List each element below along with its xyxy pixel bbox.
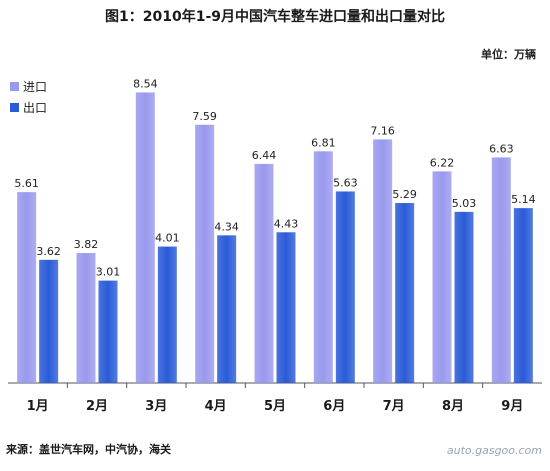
chart-title: 图1：2010年1-9月中国汽车整车进口量和出口量对比 <box>105 9 445 25</box>
legend-label-import: 进口 <box>23 80 48 94</box>
data-label-export-6: 5.63 <box>333 176 358 189</box>
bar-export-7 <box>395 203 415 383</box>
data-label-import-7: 7.16 <box>370 124 395 137</box>
bar-export-2 <box>98 280 118 383</box>
x-tick-label-8: 8月 <box>442 399 464 414</box>
data-label-import-6: 6.81 <box>311 136 336 149</box>
bar-export-3 <box>157 246 177 383</box>
x-tick-label-7: 7月 <box>383 399 405 414</box>
bar-export-8 <box>454 211 474 383</box>
bar-import-2 <box>76 253 96 383</box>
watermark-logo: auto.gasgoo.com <box>446 444 542 457</box>
legend: 进口 出口 <box>10 78 47 120</box>
legend-label-export: 出口 <box>23 101 48 115</box>
data-label-export-7: 5.29 <box>392 188 417 201</box>
bar-export-5 <box>276 232 296 383</box>
bar-import-4 <box>195 124 215 384</box>
bar-export-6 <box>335 191 355 383</box>
x-tick-label-4: 4月 <box>205 399 227 414</box>
bar-import-8 <box>432 171 452 383</box>
unit-label: 单位：万辆 <box>481 48 536 61</box>
x-tick-label-5: 5月 <box>264 399 286 414</box>
data-label-export-9: 5.14 <box>511 193 536 206</box>
legend-swatch-export <box>10 103 19 112</box>
data-label-import-1: 5.61 <box>14 177 39 190</box>
data-label-import-9: 6.63 <box>489 142 514 155</box>
data-label-export-8: 5.03 <box>452 197 477 210</box>
data-label-export-5: 4.43 <box>274 217 299 230</box>
data-label-export-2: 3.01 <box>96 266 121 279</box>
bar-export-1 <box>39 259 59 383</box>
data-label-export-1: 3.62 <box>36 245 61 258</box>
data-label-import-2: 3.82 <box>74 238 99 251</box>
bar-export-4 <box>217 235 237 383</box>
data-label-export-3: 4.01 <box>155 232 180 245</box>
data-label-import-5: 6.44 <box>252 149 277 162</box>
bar-import-3 <box>135 92 155 383</box>
data-label-export-4: 4.34 <box>214 220 239 233</box>
bar-export-9 <box>513 208 533 383</box>
bar-import-7 <box>373 139 393 383</box>
data-label-import-3: 8.54 <box>133 77 158 90</box>
bar-import-6 <box>313 151 333 383</box>
source-line: 来源：盖世汽车网，中汽协，海关 <box>6 443 171 456</box>
legend-item-import: 进口 <box>10 78 47 95</box>
bar-import-9 <box>491 157 511 383</box>
x-tick-label-3: 3月 <box>145 399 167 414</box>
x-tick-label-6: 6月 <box>323 399 345 414</box>
data-label-import-8: 6.22 <box>430 156 455 169</box>
x-tick-label-1: 1月 <box>27 399 49 414</box>
legend-swatch-import <box>10 82 19 91</box>
x-tick-label-9: 9月 <box>501 399 523 414</box>
legend-item-export: 出口 <box>10 99 47 116</box>
bar-import-1 <box>17 192 37 383</box>
bar-import-5 <box>254 163 274 383</box>
data-label-import-4: 7.59 <box>192 110 217 123</box>
x-tick-label-2: 2月 <box>86 399 108 414</box>
